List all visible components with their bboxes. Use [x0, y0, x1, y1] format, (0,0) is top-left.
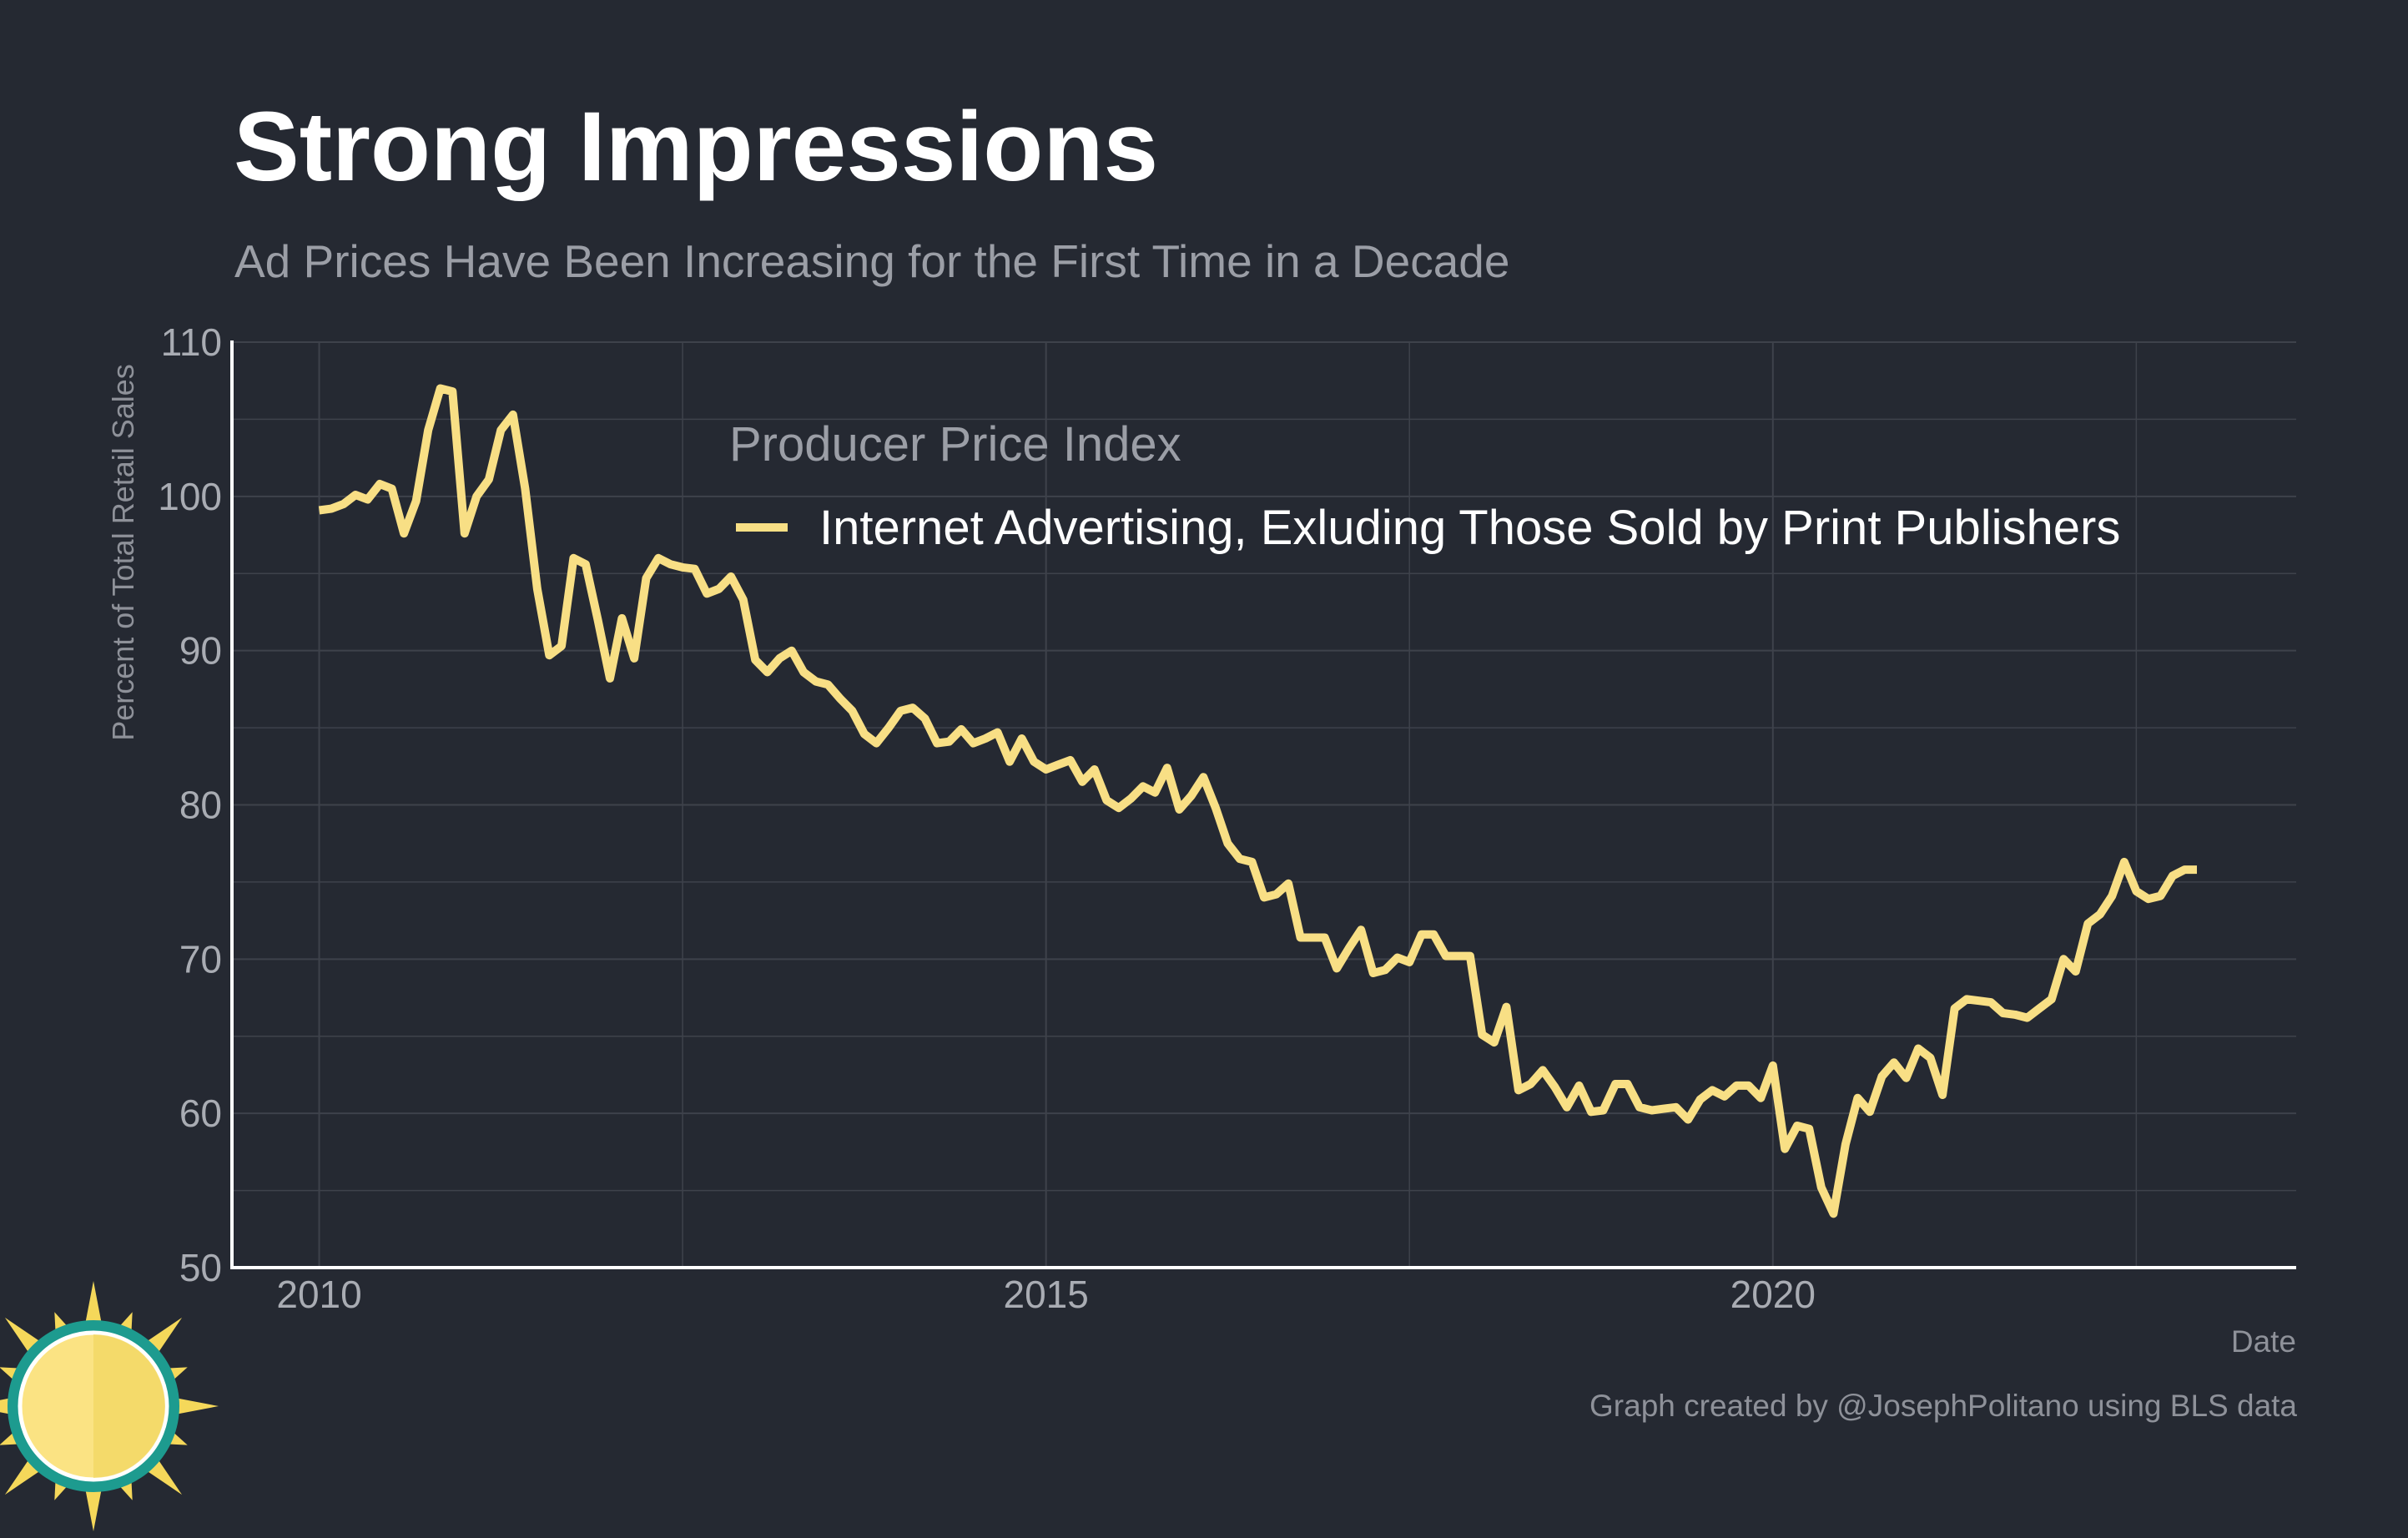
x-tick-label: 2020 [1730, 1273, 1816, 1316]
legend: Producer Price Index Internet Advertisin… [729, 417, 2120, 555]
grid-lines [232, 341, 2296, 1268]
chart-title: Strong Impressions [234, 92, 1159, 202]
y-tick-label: 110 [161, 320, 222, 364]
y-tick-labels: 50 60 70 80 90 100 110 [158, 320, 222, 1289]
source-credit: Graph created by @JosephPolitano using B… [1589, 1389, 2297, 1423]
sun-ray [83, 1281, 103, 1332]
sun-shade-icon [93, 1334, 165, 1478]
axes [230, 340, 2296, 1269]
y-tick-label: 50 [179, 1246, 222, 1289]
x-tick-label: 2015 [1003, 1273, 1088, 1316]
y-tick-label: 70 [179, 937, 222, 981]
y-tick-label: 100 [158, 475, 222, 518]
chart-subtitle: Ad Prices Have Been Increasing for the F… [234, 235, 1510, 287]
sun-logo [0, 1281, 219, 1531]
x-tick-label: 2010 [276, 1273, 361, 1316]
sun-ray [83, 1480, 103, 1531]
series-line [318, 384, 2197, 1218]
legend-title: Producer Price Index [729, 417, 1181, 471]
y-tick-label: 90 [179, 629, 222, 673]
series-lines [318, 384, 2197, 1218]
sun-ray [168, 1396, 219, 1416]
y-tick-label: 60 [179, 1092, 222, 1135]
y-tick-label: 80 [179, 784, 222, 827]
x-tick-labels: 2010 2015 2020 [276, 1273, 1816, 1316]
legend-entry: Internet Advertising, Exluding Those Sol… [819, 501, 2120, 555]
y-axis-label: Percent of Total Retail Sales [106, 364, 140, 741]
x-axis-label: Date [2231, 1324, 2296, 1359]
